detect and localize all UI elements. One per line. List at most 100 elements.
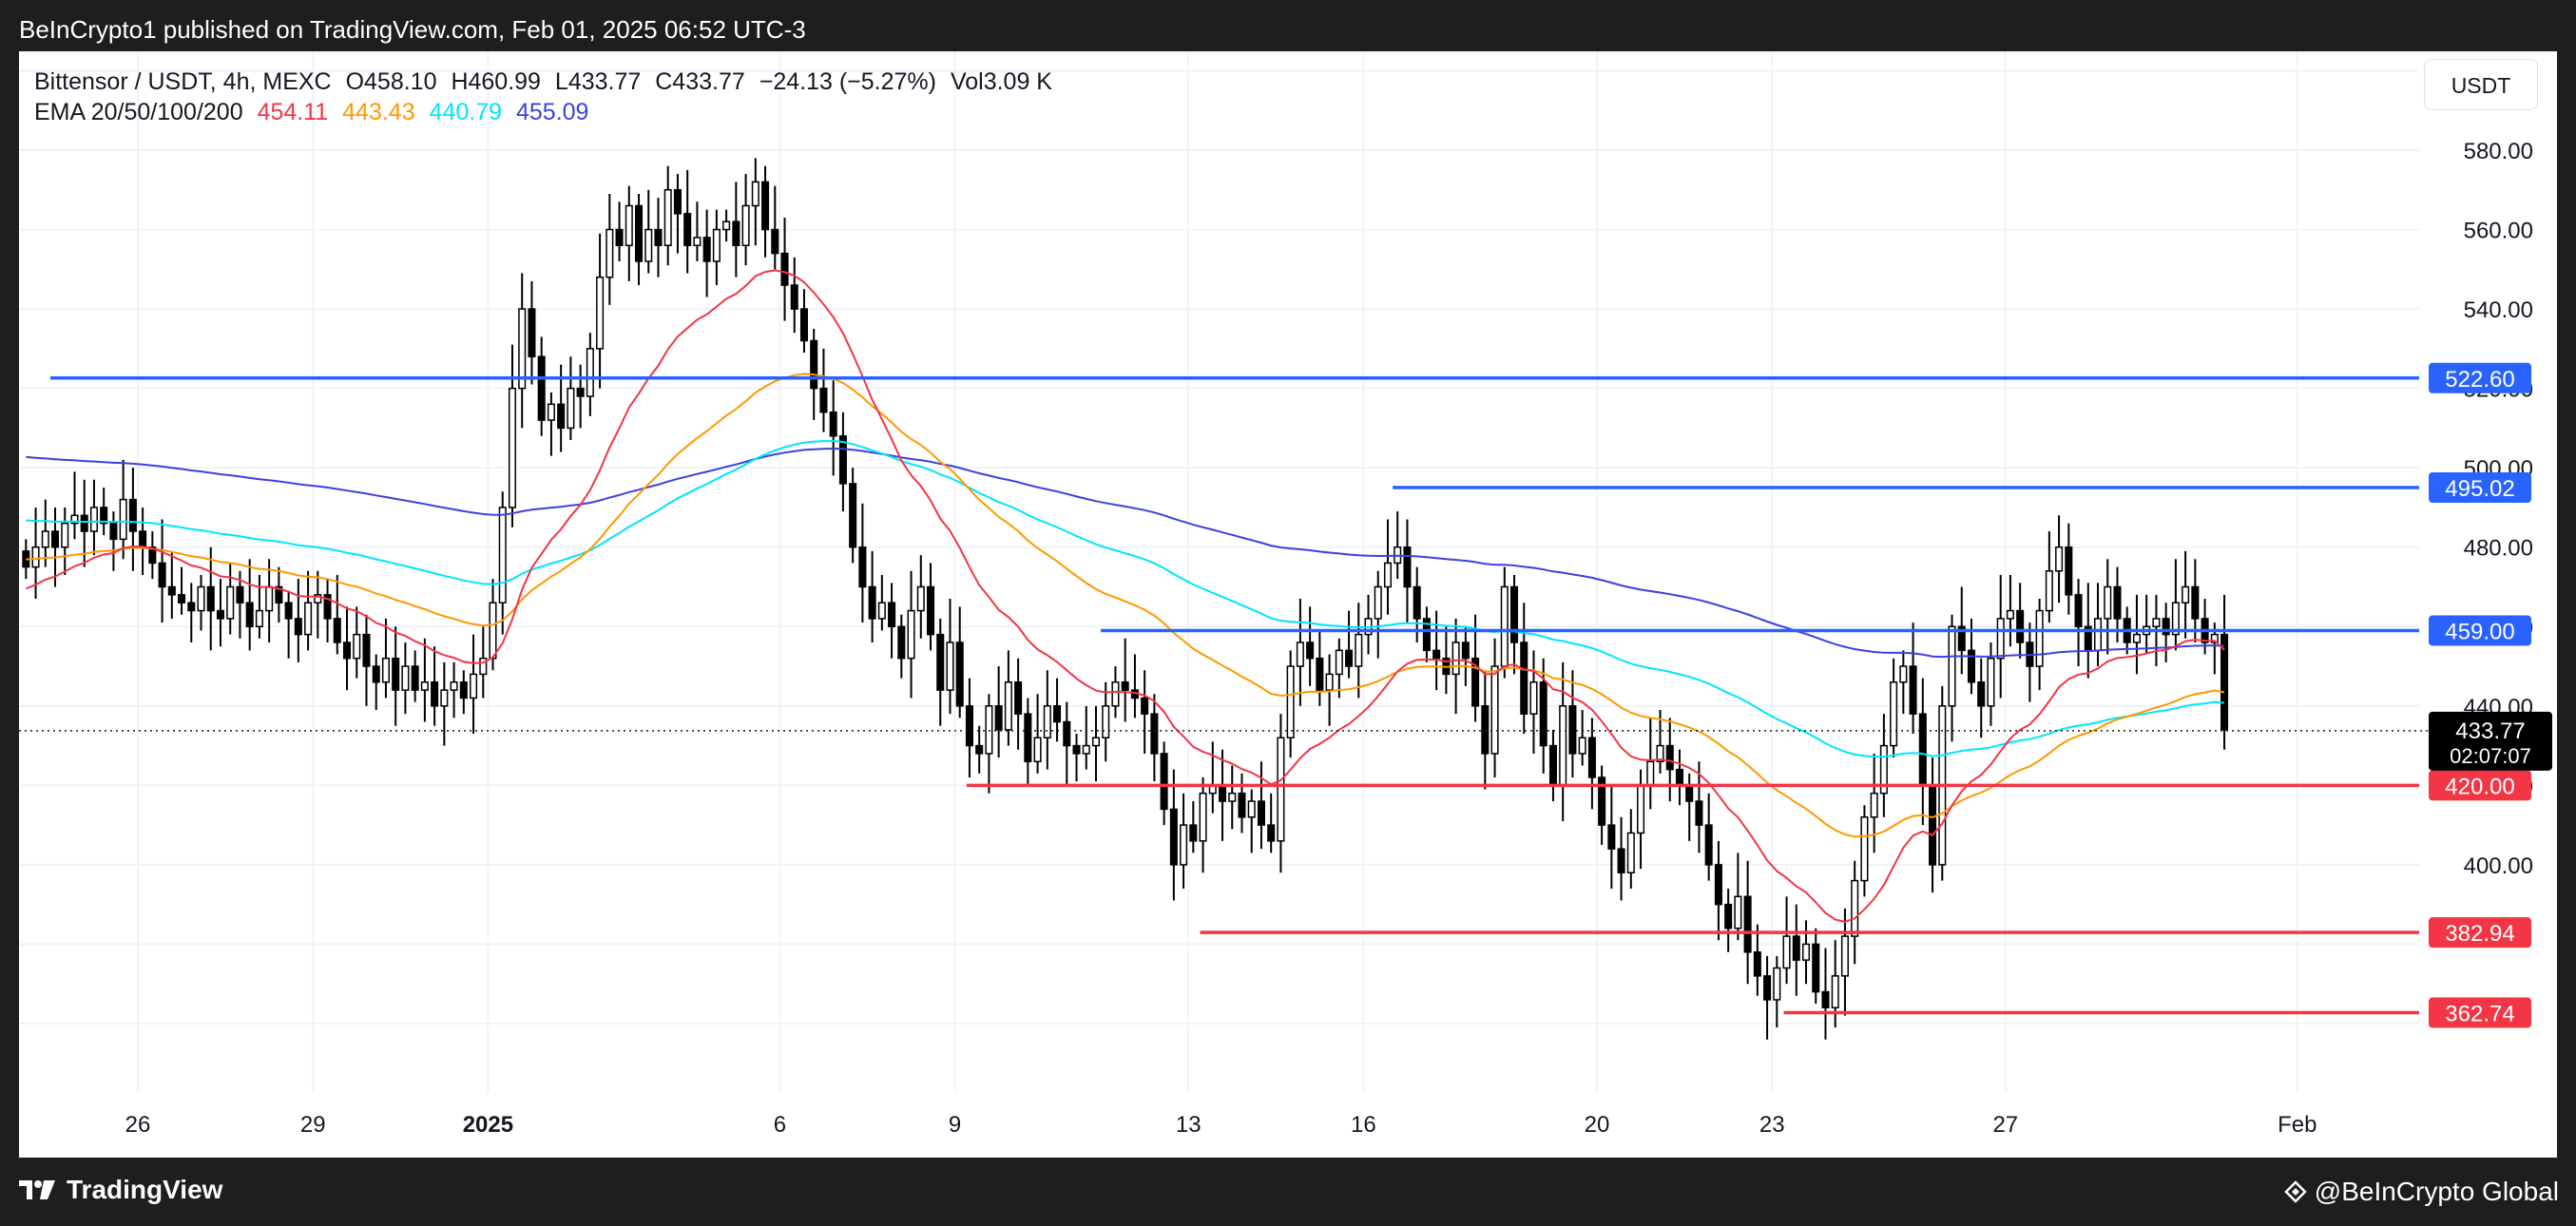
candle-down	[1345, 649, 1354, 667]
candle-down	[732, 220, 740, 247]
candle-up	[1734, 895, 1742, 929]
candle-up	[1626, 832, 1635, 874]
candle-down	[1539, 681, 1548, 747]
candle-up	[197, 585, 205, 612]
candle-down	[1189, 824, 1198, 842]
candle-down	[1316, 657, 1324, 691]
candle-down	[2191, 585, 2200, 620]
candle-up	[1646, 760, 1655, 787]
candle-down	[537, 355, 546, 421]
x-tick-label: Feb	[2278, 1112, 2316, 1138]
candle-down	[1909, 665, 1917, 715]
candle-up	[547, 403, 555, 421]
candle-up	[70, 514, 79, 525]
diamond-icon	[2284, 1180, 2307, 1203]
candle-up	[946, 642, 954, 691]
ema-label[interactable]: EMA 20/50/100/200	[34, 99, 243, 125]
attribution-label: @BeInCrypto Global	[2314, 1177, 2559, 1206]
candle-up	[1228, 792, 1237, 802]
ema50-line	[26, 373, 2225, 838]
countdown-label: 02:07:07	[2450, 744, 2531, 768]
candle-up	[2035, 609, 2044, 667]
candle-up	[1840, 935, 1849, 977]
candle-up	[353, 633, 361, 660]
chart-panel[interactable]: 400.00420.00440.00460.00480.00500.00520.…	[19, 51, 2557, 1158]
candle-down	[1413, 585, 1421, 620]
x-tick-label: 2025	[463, 1112, 513, 1138]
candle-down	[994, 705, 1003, 731]
x-tick-label: 26	[125, 1112, 151, 1138]
high-value: H460.99	[451, 68, 541, 95]
x-tick-label: 16	[1351, 1112, 1376, 1138]
candle-up	[1374, 585, 1382, 620]
candle-down	[100, 507, 108, 525]
candle-down	[245, 602, 254, 628]
candle-up	[596, 276, 605, 350]
candle-down	[206, 585, 215, 612]
x-tick-label: 27	[1992, 1112, 2018, 1138]
y-tick-label: 560.00	[2464, 219, 2533, 244]
ema20-value: 454.11	[257, 99, 329, 125]
volume-value: Vol3.09 K	[950, 68, 1052, 95]
candle-down	[284, 602, 293, 620]
ema100-line	[26, 439, 2225, 758]
price-chart[interactable]: 400.00420.00440.00460.00480.00500.00520.…	[19, 51, 2557, 1158]
symbol-label[interactable]: Bittensor / USDT, 4h, MEXC	[34, 68, 332, 95]
candle-down	[216, 609, 225, 620]
resistance-level-badge	[2429, 471, 2531, 503]
candle-up	[450, 681, 458, 691]
candle-down	[936, 633, 945, 691]
candle-down	[2074, 594, 2083, 628]
candle-down	[1520, 642, 1528, 715]
candle-up	[916, 585, 925, 612]
candle-down	[1481, 705, 1490, 755]
candle-up	[89, 507, 98, 532]
currency-button[interactable]: USDT	[2424, 59, 2538, 110]
resistance-level-badge	[2429, 362, 2531, 393]
candle-down	[1568, 705, 1577, 755]
candle-up	[226, 585, 235, 620]
candle-up	[255, 609, 263, 628]
candle-down	[362, 633, 371, 667]
candle-down	[1665, 744, 1674, 771]
brand-label: TradingView	[67, 1175, 223, 1204]
candle-down	[392, 657, 400, 691]
candle-down	[236, 585, 244, 603]
candle-up	[1851, 879, 1859, 937]
support-level-badge	[2429, 997, 2531, 1028]
candle-down	[1685, 784, 1694, 802]
candle-down	[780, 252, 789, 286]
candle-down	[2113, 585, 2122, 620]
candle-up	[1277, 737, 1285, 842]
candle-down	[1587, 737, 1596, 778]
candle-down	[158, 562, 166, 588]
candle-up	[508, 387, 517, 508]
candle-up	[1529, 681, 1538, 715]
y-tick-label: 480.00	[2464, 536, 2533, 562]
candle-up	[1801, 943, 1811, 961]
candle-down	[702, 237, 711, 262]
candle-up	[265, 585, 274, 612]
candle-down	[1714, 864, 1722, 906]
candle-up	[1948, 625, 1956, 707]
candle-down	[1267, 824, 1276, 842]
candle-down	[673, 189, 682, 215]
candle-up	[663, 189, 672, 247]
support-level-badge	[2429, 917, 2531, 948]
candle-up	[1879, 744, 1888, 795]
candle-down	[1160, 753, 1168, 811]
candle-down	[459, 681, 468, 699]
candle-up	[1199, 792, 1207, 842]
candle-down	[1024, 713, 1032, 763]
candle-up	[1296, 642, 1304, 667]
last-price-label: 433.77	[2455, 718, 2525, 744]
candle-down	[1422, 618, 1431, 652]
tradingview-logo[interactable]: TradingView	[19, 1175, 222, 1205]
candle-up	[518, 308, 527, 390]
ohlc-row: Bittensor / USDT, 4h, MEXC O458.10 H460.…	[34, 67, 1060, 97]
candle-up	[1355, 633, 1363, 667]
candle-down	[1432, 649, 1441, 660]
attribution: @BeInCrypto Global	[2284, 1177, 2559, 1207]
candle-up	[479, 657, 488, 676]
candle-down	[819, 387, 828, 413]
